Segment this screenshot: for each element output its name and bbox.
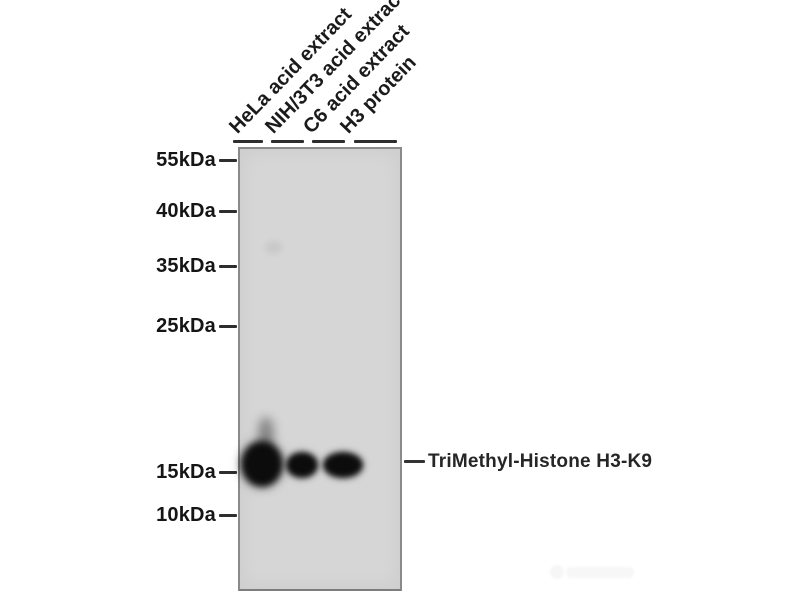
watermark-logo-icon: [550, 565, 564, 579]
marker-label-35kda: 35kDa: [156, 255, 216, 277]
marker-tick-35kda: [219, 265, 237, 268]
marker-tick-15kda: [219, 471, 237, 474]
blot-membrane: [238, 147, 402, 591]
band-hela: [241, 441, 283, 487]
marker-label-55kda: 55kDa: [156, 149, 216, 171]
marker-label-15kda: 15kDa: [156, 461, 216, 483]
marker-label-10kda: 10kDa: [156, 504, 216, 526]
marker-tick-25kda: [219, 325, 237, 328]
band-annotation: TriMethyl-Histone H3-K9: [404, 450, 652, 473]
annotation-label: TriMethyl-Histone H3-K9: [428, 451, 653, 472]
lane-tick-4: [354, 140, 397, 143]
lane-tick-3: [312, 140, 345, 143]
lane-tick-1: [233, 140, 263, 143]
annotation-dash: [404, 460, 425, 463]
watermark-text-smudge: [566, 567, 634, 578]
watermark: [550, 559, 640, 585]
lane-tick-2: [271, 140, 304, 143]
marker-label-25kda: 25kDa: [156, 315, 216, 337]
marker-tick-40kda: [219, 210, 237, 213]
marker-label-40kda: 40kDa: [156, 200, 216, 222]
band-nih3t3: [286, 452, 318, 478]
marker-tick-10kda: [219, 514, 237, 517]
marker-tick-55kda: [219, 159, 237, 162]
band-c6: [323, 452, 363, 478]
faint-background-spot: [265, 241, 282, 254]
